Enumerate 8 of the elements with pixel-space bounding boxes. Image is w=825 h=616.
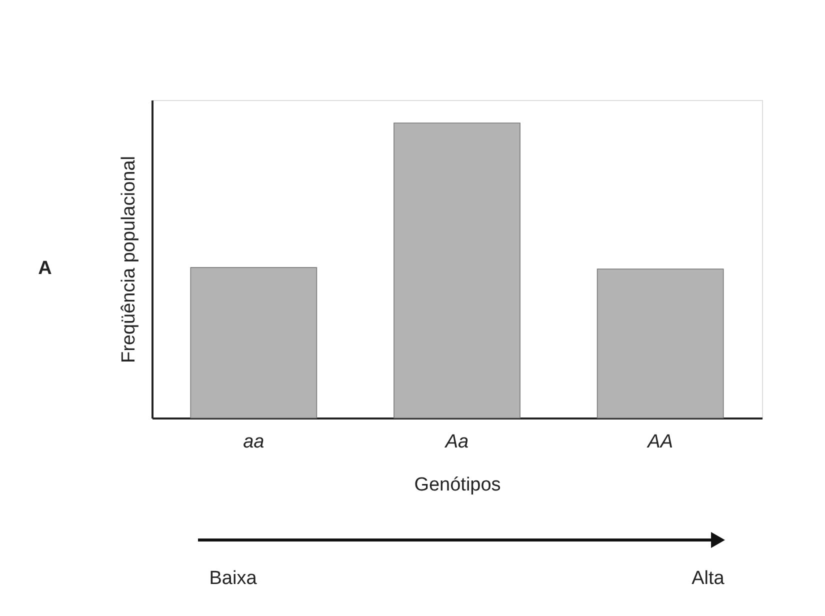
text: A bbox=[38, 258, 52, 279]
y-axis-title: Freqüência populacional bbox=[118, 156, 140, 364]
text: Alta bbox=[692, 568, 725, 589]
text: Baixa bbox=[209, 568, 258, 589]
x-tick-label: aa bbox=[243, 432, 264, 452]
x-tick-label: AA bbox=[646, 432, 674, 452]
x-tick-label: Aa bbox=[444, 432, 469, 452]
x-axis-title: Genótipos bbox=[414, 474, 501, 496]
